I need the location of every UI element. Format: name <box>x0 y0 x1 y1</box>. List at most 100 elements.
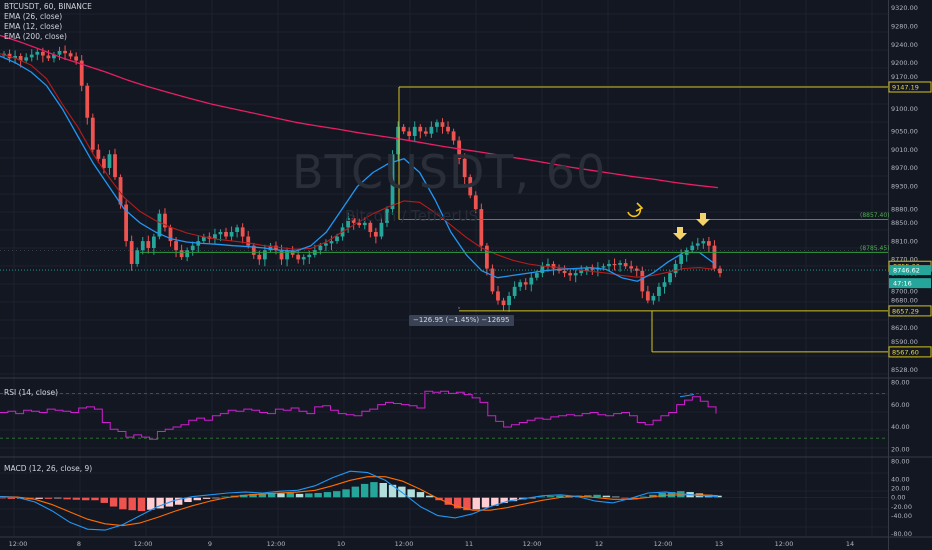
macd-histogram-bar <box>509 497 518 502</box>
candle-body <box>274 245 278 251</box>
price-axis-badge <box>889 278 931 289</box>
macd-histogram-bar <box>342 489 350 498</box>
candle-body <box>218 231 223 235</box>
candle-body <box>224 231 228 237</box>
macd-legend[interactable]: MACD (12, 26, close, 9) <box>4 464 93 473</box>
macd-histogram-bar <box>639 496 648 498</box>
candle-body <box>651 295 656 301</box>
candle-body <box>429 126 434 134</box>
candle-body <box>584 268 589 271</box>
candle-body <box>29 54 34 58</box>
rsi-divergence-line <box>679 394 695 398</box>
time-tick-label: 13 <box>715 540 723 548</box>
macd-histogram-bar <box>370 482 378 498</box>
candle-body <box>96 149 101 159</box>
time-tick-label: 12:00 <box>395 540 414 548</box>
price-tick-label: 9280.00 <box>891 22 918 30</box>
macd-histogram-bar <box>463 497 471 511</box>
candle-body <box>168 227 173 242</box>
price-tick-label: 8700.00 <box>891 288 918 296</box>
time-tick-label: 12:00 <box>654 540 673 548</box>
macd-histogram-bar <box>537 496 546 498</box>
time-tick-label: 12:00 <box>9 540 28 548</box>
watermark-subtitle: Bitcoin / TetherUS <box>345 207 479 225</box>
macd-histogram-bar <box>472 497 480 510</box>
price-level-label: 9147.19 <box>892 83 919 91</box>
macd-histogram-bar <box>212 497 220 499</box>
candle-body <box>229 231 234 237</box>
down-arrow-icon <box>696 213 710 226</box>
rsi-legend[interactable]: RSI (14, close) <box>4 388 59 397</box>
candle-body <box>407 131 412 136</box>
candle-body <box>451 131 456 141</box>
ema-12-line <box>0 55 716 282</box>
price-tick-label: 9050.00 <box>891 128 918 136</box>
candle-body <box>468 177 473 196</box>
candle-body <box>79 60 84 86</box>
legend-ema-200[interactable]: EMA (200, close) <box>4 32 67 41</box>
macd-tick-label: -20.00 <box>891 503 912 511</box>
candle-body <box>518 282 523 287</box>
rsi-tick-label: 80.00 <box>891 378 910 386</box>
candle-body <box>457 140 462 159</box>
candle-body <box>129 241 134 264</box>
candle-body <box>329 241 334 244</box>
candle-body <box>601 266 606 268</box>
candle-body <box>501 300 506 306</box>
legend-ema-26[interactable]: EMA (26, close) <box>4 12 63 21</box>
macd-histogram-bar <box>156 497 164 509</box>
candle-body <box>662 282 667 287</box>
candle-body <box>435 122 439 127</box>
candle-body <box>240 227 245 237</box>
candle-body <box>268 245 273 251</box>
candle-body <box>201 236 206 242</box>
macd-histogram-bar <box>444 497 453 505</box>
price-tick-label: 9320.00 <box>891 4 918 12</box>
price-tick-label: 9010.00 <box>891 146 918 154</box>
candle-body <box>423 131 428 134</box>
macd-histogram-bar <box>360 483 369 498</box>
candle-body <box>673 263 678 274</box>
ema-200-line <box>0 34 719 189</box>
macd-histogram-bar <box>611 496 620 498</box>
candle-body <box>579 270 584 274</box>
candle-body <box>157 213 162 237</box>
candle-body <box>324 243 328 246</box>
candle-body <box>368 222 373 232</box>
candle-body <box>85 85 90 118</box>
candle-body <box>63 50 67 54</box>
candle-body <box>440 122 445 127</box>
price-tick-label: 8880.00 <box>891 205 918 213</box>
macd-histogram-bar <box>81 497 90 501</box>
candle-body <box>618 263 622 265</box>
legend-ema-12[interactable]: EMA (12, close) <box>4 22 63 31</box>
candle-body <box>40 51 45 56</box>
legend-symbol[interactable]: BTCUSDT, 60, BINANCE <box>4 2 92 11</box>
candle-body <box>590 268 595 270</box>
candle-body <box>24 57 29 61</box>
candle-body <box>179 250 184 258</box>
time-tick-label: 12:00 <box>267 540 286 548</box>
candle-body <box>346 218 351 228</box>
candle-body <box>279 250 284 260</box>
candle-body <box>335 236 339 242</box>
rsi-tick-label: 20.00 <box>891 446 910 454</box>
macd-histogram-bar <box>72 497 81 500</box>
candle-body <box>113 154 117 178</box>
candle-body <box>318 245 323 251</box>
macd-histogram-bar <box>491 497 499 506</box>
macd-histogram-bar <box>137 497 146 512</box>
price-axis-badge-label: 8746.62 <box>893 266 920 274</box>
macd-histogram-bar <box>44 497 53 499</box>
down-arrow-icon <box>673 227 687 240</box>
candle-body <box>507 295 511 306</box>
macd-histogram-bar <box>621 497 629 499</box>
price-tick-label: 8970.00 <box>891 164 918 172</box>
main-legend: BTCUSDT, 60, BINANCE EMA (26, close) EMA… <box>4 2 92 42</box>
candle-body <box>362 222 367 226</box>
rsi-line <box>0 390 717 440</box>
macd-histogram-bar <box>593 494 601 498</box>
candle-body <box>135 250 140 264</box>
